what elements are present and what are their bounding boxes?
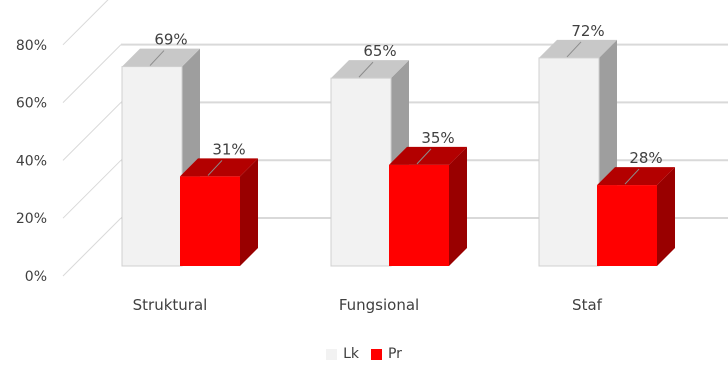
y-tick-label: 80%: [16, 38, 47, 54]
category-label: Staf: [572, 296, 603, 314]
data-label-leader: [207, 160, 223, 176]
data-label: 69%: [154, 31, 187, 49]
data-label-leader: [416, 148, 432, 165]
legend-swatch-lk: [326, 348, 338, 360]
category-label: Fungsional: [339, 296, 419, 314]
bar-top-lk: [122, 48, 200, 67]
y-tick-label: 20%: [16, 211, 47, 227]
bar-lk: [121, 66, 183, 267]
bar-top-lk: [331, 60, 409, 79]
data-label-leader: [358, 61, 374, 78]
bar-top-pr: [389, 146, 467, 165]
bar-side-pr: [449, 146, 467, 266]
gridline-side: [62, 217, 122, 277]
gridline-side: [62, 44, 122, 103]
legend-label-pr: Pr: [387, 346, 402, 362]
bar-lk: [538, 57, 600, 267]
bar-top-pr: [597, 167, 675, 186]
bar-lk: [330, 77, 392, 267]
data-label: 28%: [629, 149, 662, 167]
data-label: 35%: [421, 129, 454, 147]
category-label: Struktural: [133, 296, 208, 314]
data-label-leader: [624, 168, 640, 185]
data-label: 65%: [363, 42, 396, 60]
bar-pr: [597, 185, 657, 266]
data-label: 31%: [212, 140, 245, 158]
legend-label-lk: Lk: [343, 346, 359, 362]
bar-side-pr: [657, 167, 675, 266]
y-tick-label: 60%: [16, 96, 47, 112]
legend-swatch-pr: [370, 348, 382, 360]
gridline-side: [62, 0, 109, 46]
data-label-leader: [149, 50, 165, 66]
y-tick-label: 40%: [16, 153, 47, 169]
bar-top-pr: [180, 158, 258, 177]
gridline-side: [62, 102, 122, 161]
data-label-leader: [566, 41, 582, 58]
y-tick-label: 0%: [25, 269, 47, 285]
bar-top-lk: [539, 39, 617, 58]
gridline-side: [62, 159, 122, 219]
legend-item-pr: Pr: [370, 346, 402, 362]
data-label: 72%: [571, 22, 604, 40]
bar-chart: 0% 20% 40% 60% 80% 69% 31% Struktural 65% 35% Fung…: [16, 0, 728, 314]
bar-pr: [389, 164, 449, 266]
legend: Lk Pr: [0, 343, 728, 365]
bar-pr: [180, 176, 240, 266]
legend-item-lk: Lk: [326, 346, 359, 362]
bar-side-pr: [240, 158, 258, 266]
